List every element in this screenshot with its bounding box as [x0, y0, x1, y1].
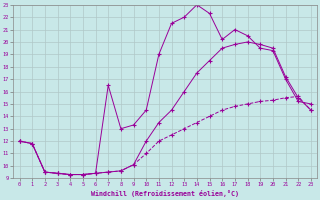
X-axis label: Windchill (Refroidissement éolien,°C): Windchill (Refroidissement éolien,°C)	[91, 190, 239, 197]
